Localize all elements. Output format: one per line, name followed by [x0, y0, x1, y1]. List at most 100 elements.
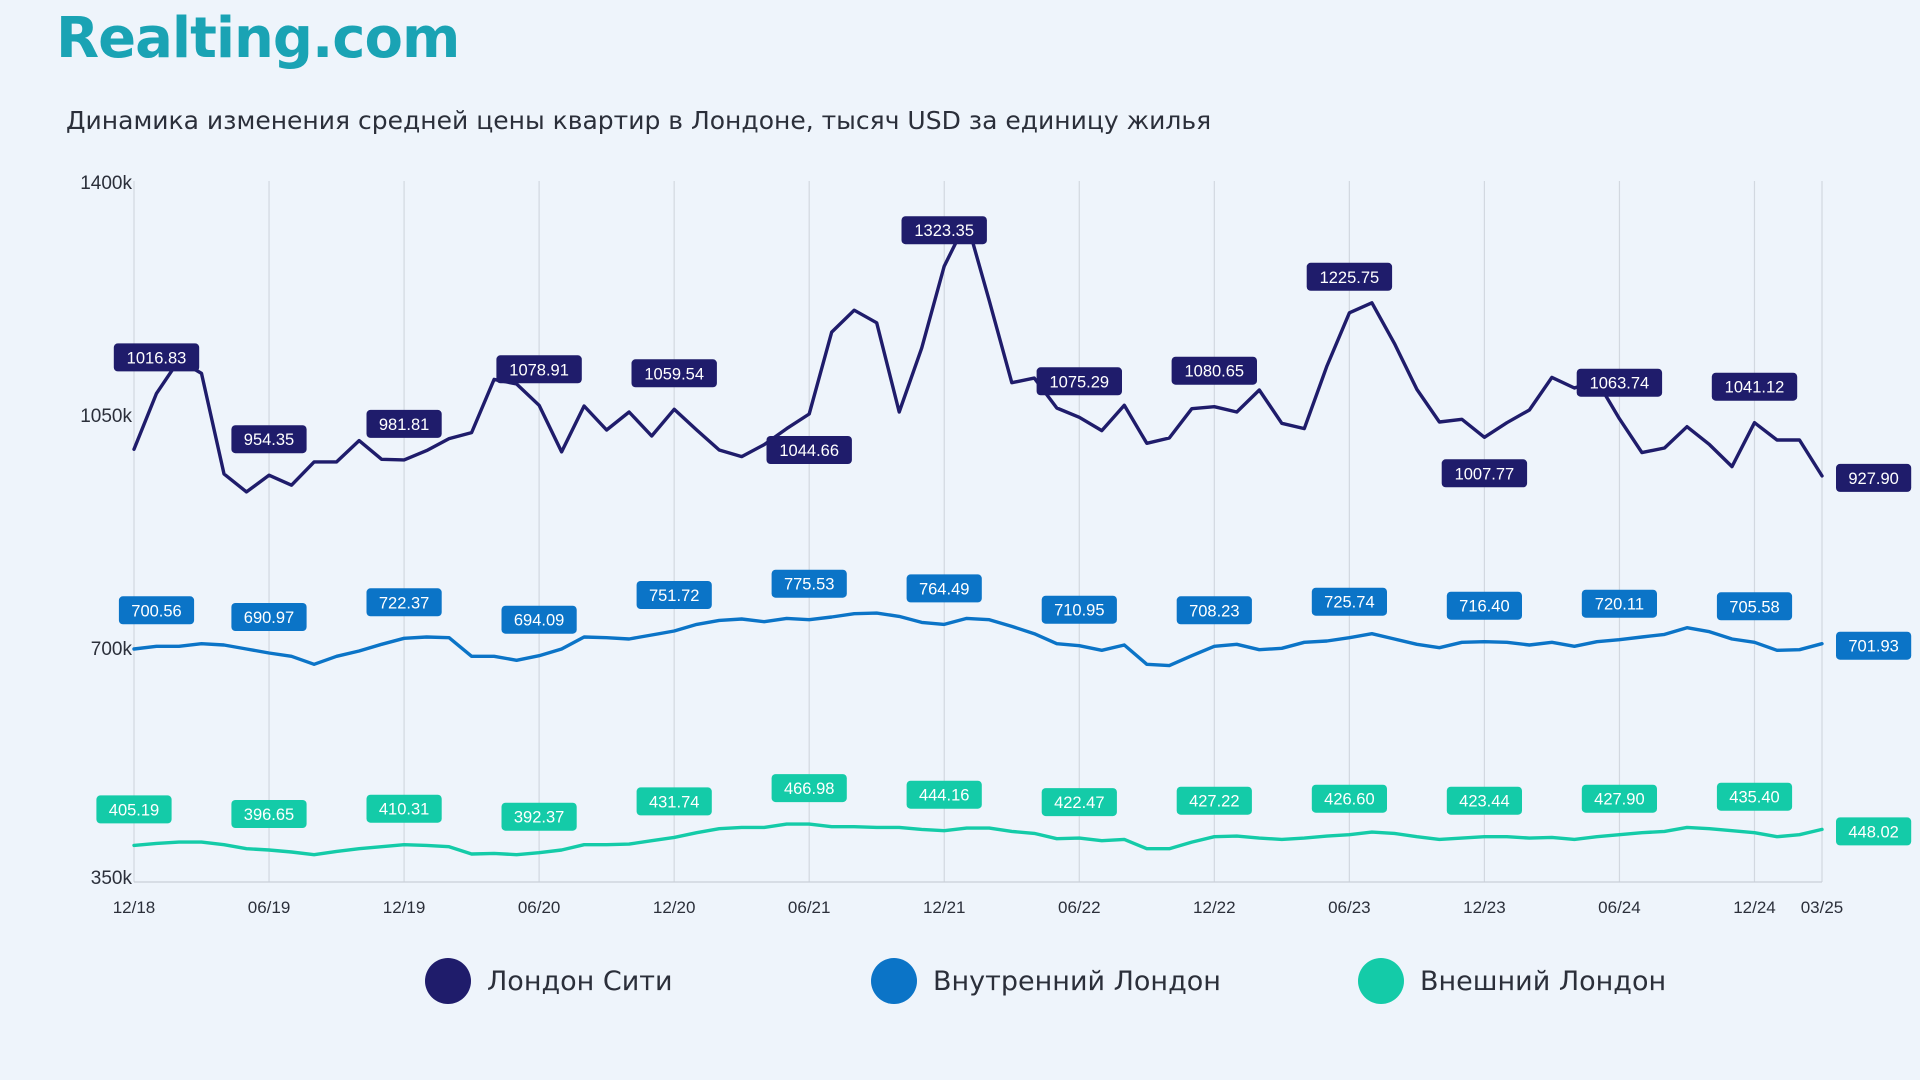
data-label: 716.40 — [1446, 591, 1522, 620]
data-label: 431.74 — [636, 787, 712, 816]
legend-label-outer: Внешний Лондон — [1420, 965, 1667, 997]
data-label: 1078.91 — [496, 355, 582, 384]
data-label-text: 1059.54 — [644, 365, 704, 383]
data-label-text: 700.56 — [131, 602, 181, 620]
data-label: 1016.83 — [113, 343, 200, 372]
x-tick-label: 03/25 — [1801, 898, 1844, 917]
data-label-badge — [366, 409, 442, 438]
data-label-badge — [501, 605, 577, 634]
legend-item-city: Лондон Сити — [425, 958, 673, 1004]
data-label: 444.16 — [906, 780, 982, 809]
data-label-badge — [96, 795, 172, 824]
data-label-text: 435.40 — [1729, 789, 1779, 807]
data-label-badge — [496, 355, 582, 384]
data-label-badge — [231, 603, 307, 631]
data-label-text: 705.58 — [1729, 598, 1779, 616]
data-label-badge — [113, 343, 200, 372]
data-label-badge — [1311, 587, 1387, 616]
data-label-badge — [1441, 459, 1528, 488]
data-label: 422.47 — [1041, 788, 1117, 817]
data-label-text: 710.95 — [1054, 602, 1104, 620]
legend-label-city: Лондон Сити — [487, 965, 673, 997]
data-label-text: 1080.65 — [1184, 363, 1244, 381]
data-label-badge — [1171, 356, 1257, 385]
y-tick-label: 700k — [91, 639, 133, 660]
data-label: 1059.54 — [631, 359, 717, 388]
data-label: 1041.12 — [1711, 372, 1798, 401]
data-label: 708.23 — [1176, 596, 1252, 625]
data-label-text: 708.23 — [1189, 602, 1239, 620]
data-label-text: 716.40 — [1459, 598, 1509, 616]
data-label: 954.35 — [231, 425, 307, 454]
data-label-badge — [1716, 782, 1793, 811]
data-label-text: 981.81 — [379, 416, 429, 434]
data-label-text: 466.98 — [784, 780, 834, 798]
data-label-badge — [771, 774, 847, 803]
data-label-badge — [1581, 589, 1657, 618]
data-label-badge — [1581, 784, 1657, 813]
x-tick-label: 12/20 — [653, 898, 696, 917]
data-label: 427.22 — [1176, 786, 1252, 815]
data-label-text: 392.37 — [514, 809, 564, 827]
data-label-text: 427.22 — [1189, 793, 1239, 811]
data-label-badge — [231, 425, 307, 454]
data-label: 710.95 — [1041, 595, 1117, 624]
data-label: 700.56 — [118, 596, 195, 625]
data-label-text: 1075.29 — [1049, 373, 1109, 391]
x-tick-label: 06/20 — [518, 898, 561, 917]
data-label: 396.65 — [231, 800, 307, 828]
data-label: 1075.29 — [1036, 367, 1122, 396]
realting-logo[interactable]: Realting.com — [56, 6, 460, 71]
data-label-badge — [1176, 786, 1252, 815]
data-label: 775.53 — [771, 569, 847, 598]
data-label-badge — [1836, 817, 1912, 846]
data-label-badge — [771, 569, 847, 598]
data-label-text: 694.09 — [514, 612, 564, 630]
data-label-text: 1016.83 — [127, 349, 187, 367]
data-label: 1044.66 — [766, 436, 852, 464]
x-tick-label: 12/21 — [923, 898, 966, 917]
data-label: 927.90 — [1836, 463, 1912, 492]
data-label-text: 1044.66 — [779, 442, 839, 460]
data-label: 720.11 — [1581, 589, 1657, 618]
data-label: 751.72 — [636, 581, 712, 609]
data-label-text: 701.93 — [1848, 638, 1898, 656]
data-label: 405.19 — [96, 795, 172, 824]
data-label-text: 725.74 — [1324, 594, 1374, 612]
data-label-badge — [901, 216, 987, 245]
data-label-badge — [636, 581, 712, 609]
data-label-badge — [766, 436, 852, 464]
x-tick-label: 06/23 — [1328, 898, 1371, 917]
data-label-text: 1323.35 — [914, 222, 974, 240]
data-label: 448.02 — [1836, 817, 1912, 846]
data-label-text: 690.97 — [244, 609, 294, 627]
data-label-badge — [906, 574, 982, 603]
data-label-badge — [906, 780, 982, 809]
series-line-2 — [132, 822, 1824, 857]
y-tick-label: 350k — [91, 868, 133, 889]
data-label-text: 396.65 — [244, 806, 294, 824]
data-label-text: 405.19 — [109, 801, 159, 819]
data-label-text: 954.35 — [244, 431, 294, 449]
legend-swatch-city — [425, 958, 471, 1004]
data-label-text: 448.02 — [1848, 823, 1898, 841]
series-line-1 — [132, 611, 1824, 668]
data-label-badge — [1576, 368, 1663, 397]
data-label-badge — [1836, 631, 1912, 660]
chart-title: Динамика изменения средней цены квартир … — [66, 106, 1212, 135]
data-label-badge — [631, 359, 717, 388]
data-label: 690.97 — [231, 603, 307, 631]
data-label: 725.74 — [1311, 587, 1387, 616]
data-label: 981.81 — [366, 409, 442, 438]
data-label-badge — [1311, 784, 1387, 813]
x-tick-label: 12/22 — [1193, 898, 1236, 917]
data-label: 392.37 — [501, 802, 577, 831]
data-label: 694.09 — [501, 605, 577, 634]
data-label-text: 410.31 — [379, 801, 429, 819]
data-label-text: 1078.91 — [509, 361, 569, 379]
data-label-text: 1063.74 — [1590, 375, 1650, 393]
data-label-badge — [1711, 372, 1798, 401]
data-label-text: 1007.77 — [1455, 465, 1515, 483]
data-label: 466.98 — [771, 774, 847, 803]
